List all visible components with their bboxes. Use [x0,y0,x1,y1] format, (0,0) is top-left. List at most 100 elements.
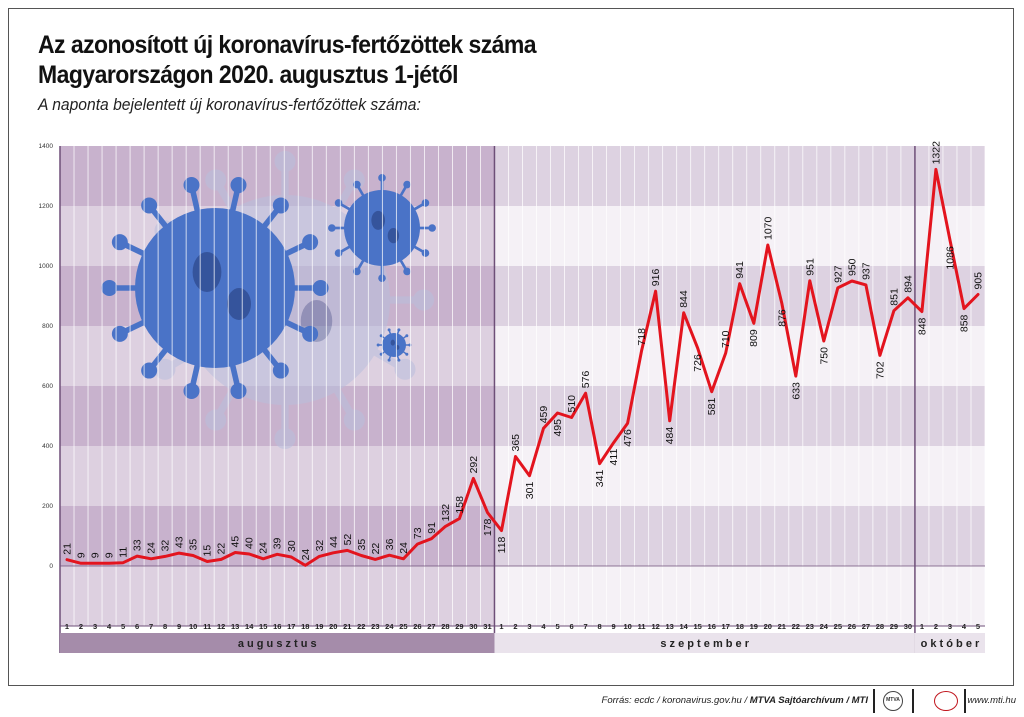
virus-spike-tip [111,325,128,342]
x-tick-label: 18 [301,622,309,631]
data-label: 301 [524,482,536,500]
x-tick-label: 5 [121,622,125,631]
data-label: 132 [440,504,452,522]
x-tick-label: 4 [107,622,112,631]
data-label: 36 [384,538,396,550]
data-label: 91 [426,522,438,534]
x-tick-label: 9 [612,622,616,631]
virus-spike-tip [230,382,247,399]
data-label: 941 [734,261,746,279]
data-label: 750 [818,347,830,365]
x-tick-label: 17 [722,622,730,631]
x-tick-label: 30 [469,622,477,631]
data-label: 24 [258,542,270,554]
footer: Forrás: ecdc / koronavirus.gov.hu / MTVA… [560,689,1020,713]
data-label: 40 [244,537,256,549]
data-label: 45 [230,536,242,548]
data-label: 581 [706,398,718,416]
virus-spike-tip [387,358,391,362]
y-axis: 0 200 400 600 800 1000 1200 1400 [39,143,54,570]
month-label: s z e p t e m b e r [660,638,749,650]
virus-spike-tip [408,343,412,347]
y-tick-label: 400 [42,443,53,450]
virus-spot [227,288,251,320]
footer-separator [912,689,914,713]
virus-spike-tip [141,362,158,379]
x-tick-label: 2 [79,622,83,631]
x-tick-label: 25 [399,622,407,631]
x-tick-label: 19 [750,622,758,631]
virus-spot [371,210,386,230]
virus-illustration [101,150,436,450]
x-tick-label: 22 [792,622,800,631]
data-label: 33 [132,539,144,551]
data-label: 876 [776,309,788,327]
data-label: 24 [398,542,410,554]
data-label: 11 [118,547,130,558]
data-label: 809 [748,329,760,347]
data-label: 510 [566,395,578,413]
plot-band [494,326,985,386]
virus-spike-tip [334,249,343,257]
y-tick-label: 800 [42,323,53,330]
data-label: 178 [482,518,494,536]
plot-band [494,206,985,266]
x-tick-label: 5 [555,622,559,631]
x-tick-label: 1 [499,622,503,631]
series-line-path [65,167,980,567]
virus-spike-tip [183,177,200,194]
plot-band [60,506,495,566]
data-label: 916 [650,269,662,287]
data-label: 9 [76,552,88,558]
data-label: 950 [846,258,858,276]
x-tick-label: 5 [976,622,980,631]
data-label: 495 [552,419,564,437]
virus-spike-tip [328,224,336,232]
virus-spike-tip [405,352,409,356]
data-label: 158 [454,496,466,514]
virus-spike-tip [272,197,289,214]
x-tick-label: 16 [273,622,281,631]
x-tick-label: 20 [764,622,772,631]
x-tick-label: 18 [736,622,744,631]
data-label: 9 [104,552,116,558]
data-label: 726 [692,354,704,372]
footer-separator [964,689,966,713]
virus-spike-tip [421,199,430,207]
x-tick-label: 29 [890,622,898,631]
month-bar: a u g u s z t u s s z e p t e m b e r o k … [60,633,985,653]
x-tick-label: 17 [287,622,295,631]
x-tick-label: 27 [862,622,870,631]
virus-spike-tip [405,334,409,338]
data-label: 718 [636,328,648,346]
chart-title: Az azonosított új koronavírus-fertőzötte… [38,30,537,90]
plot-band [494,266,985,326]
website: www.mti.hu [967,695,1016,706]
x-tick-label: 13 [231,622,239,631]
x-tick-label: 3 [93,622,97,631]
x-tick-label: 10 [189,622,197,631]
x-tick-label: 6 [135,622,139,631]
data-label: 118 [496,536,508,553]
x-tick-label: 4 [541,622,546,631]
virus-spike-tip [353,180,361,189]
plot-band [494,506,985,566]
virus-spike-tip [274,428,296,450]
x-tick-label: 24 [820,622,829,631]
x-tick-label: 23 [806,622,814,631]
data-label: 951 [804,258,816,276]
x-tick-label: 4 [962,622,967,631]
virus-spike-tip [302,234,319,251]
virus-spike-tip [403,267,411,276]
x-tick-label: 11 [638,622,646,631]
x-tick-label: 12 [217,622,225,631]
x-tick-label: 11 [203,622,211,631]
data-label: 22 [216,543,228,555]
virus-spike-tip [230,177,247,194]
virus-spike-tip [274,150,296,172]
x-tick-label: 28 [876,622,884,631]
plot-band [494,446,985,506]
x-tick-label: 7 [149,622,153,631]
